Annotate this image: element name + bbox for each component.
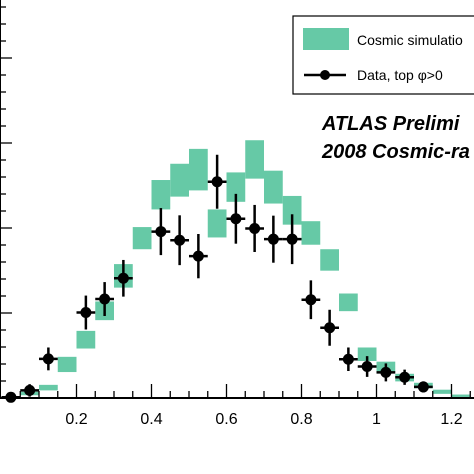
x-tick-label: 1.2 bbox=[440, 411, 462, 428]
simulation-band-23 bbox=[432, 389, 452, 394]
data-point-7 bbox=[174, 234, 186, 246]
legend-label-simulation: Cosmic simulatio bbox=[357, 32, 463, 48]
data-point-20 bbox=[417, 381, 429, 393]
data-point-19 bbox=[399, 371, 411, 383]
simulation-band-18 bbox=[339, 293, 358, 312]
simulation-band-8 bbox=[151, 180, 171, 210]
legend-marker-dot bbox=[320, 70, 330, 80]
annotation-atlas-preliminary: ATLAS Prelimi bbox=[321, 113, 460, 135]
data-point-6 bbox=[155, 226, 167, 238]
simulation-band-24 bbox=[451, 394, 471, 397]
data-point-3 bbox=[80, 307, 92, 319]
x-tick-label: 0.2 bbox=[65, 411, 87, 428]
data-point-14 bbox=[305, 294, 317, 306]
simulation-band-13 bbox=[245, 140, 264, 179]
data-point-group bbox=[1, 154, 433, 403]
simulation-band-4 bbox=[76, 330, 96, 349]
x-tick-label: 0.6 bbox=[215, 411, 237, 428]
data-point-10 bbox=[230, 213, 242, 225]
data-point-18 bbox=[380, 366, 392, 378]
legend-label-data: Data, top φ>0 bbox=[357, 67, 443, 83]
data-point-17 bbox=[361, 361, 373, 373]
data-point-1 bbox=[24, 384, 36, 396]
simulation-band-7 bbox=[132, 227, 152, 250]
data-point-8 bbox=[192, 250, 204, 262]
x-tick-label: 0.8 bbox=[290, 411, 312, 428]
simulation-band-19 bbox=[357, 347, 377, 361]
x-tick-label: 1 bbox=[372, 411, 381, 428]
simulation-band-2 bbox=[39, 384, 58, 391]
simulation-band-12 bbox=[226, 172, 246, 202]
data-point-5 bbox=[117, 272, 129, 284]
data-point-4 bbox=[99, 293, 111, 305]
simulation-band-3 bbox=[57, 356, 77, 373]
simulation-band-15 bbox=[282, 195, 302, 225]
data-point-13 bbox=[286, 233, 298, 245]
data-point-16 bbox=[342, 353, 354, 365]
x-tick-label: 0.4 bbox=[140, 411, 162, 428]
simulation-band-10 bbox=[189, 148, 208, 191]
data-point-11 bbox=[249, 222, 261, 234]
simulation-band-16 bbox=[301, 221, 321, 245]
simulation-band-11 bbox=[207, 209, 227, 238]
legend-swatch-simulation bbox=[303, 28, 349, 50]
annotation-cosmic-ray: 2008 Cosmic-ra bbox=[321, 141, 470, 163]
simulation-band-group bbox=[1, 140, 471, 398]
data-point-2 bbox=[42, 353, 54, 365]
simulation-band-17 bbox=[320, 249, 339, 271]
simulation-band-9 bbox=[170, 163, 189, 197]
data-point-15 bbox=[324, 322, 336, 334]
data-point-0 bbox=[5, 391, 17, 403]
x-tick-group: 0.2 0.4 0.6 0.8 1 1.2 bbox=[0, 6, 471, 428]
simulation-band-14 bbox=[264, 170, 283, 204]
data-point-12 bbox=[267, 233, 279, 245]
legend: Cosmic simulatio Data, top φ>0 bbox=[292, 15, 474, 95]
data-point-9 bbox=[211, 176, 223, 188]
